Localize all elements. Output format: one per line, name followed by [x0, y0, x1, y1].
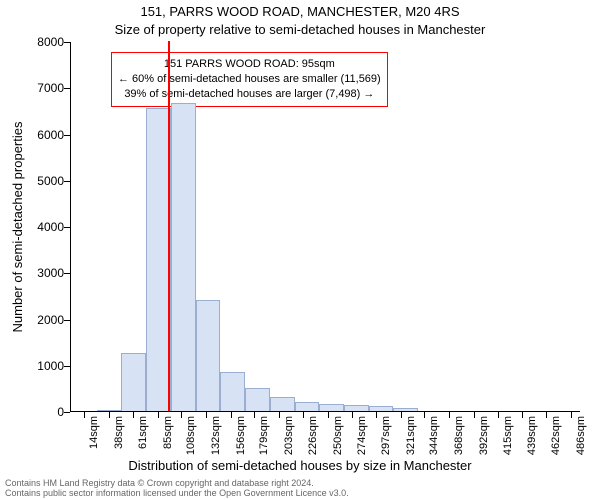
x-tick-mark — [546, 412, 547, 418]
x-tick-mark — [133, 412, 134, 418]
x-tick-label: 250sqm — [332, 416, 344, 466]
x-tick-mark — [303, 412, 304, 418]
y-tick-mark — [64, 181, 70, 182]
histogram-bar — [171, 103, 196, 411]
x-tick-label: 274sqm — [356, 416, 368, 466]
y-tick-label: 3000 — [4, 266, 64, 280]
y-tick-label: 5000 — [4, 174, 64, 188]
x-tick-mark — [498, 412, 499, 418]
y-tick-mark — [64, 135, 70, 136]
y-tick-mark — [64, 273, 70, 274]
x-tick-label: 38sqm — [113, 416, 125, 466]
x-tick-label: 226sqm — [307, 416, 319, 466]
y-tick-mark — [64, 88, 70, 89]
x-tick-label: 61sqm — [137, 416, 149, 466]
x-tick-mark — [158, 412, 159, 418]
property-marker-line — [168, 41, 170, 411]
y-tick-label: 2000 — [4, 313, 64, 327]
y-tick-label: 0 — [4, 405, 64, 419]
x-tick-label: 321sqm — [405, 416, 417, 466]
x-tick-mark — [449, 412, 450, 418]
x-tick-label: 14sqm — [88, 416, 100, 466]
x-tick-label: 203sqm — [283, 416, 295, 466]
chart-title-main: 151, PARRS WOOD ROAD, MANCHESTER, M20 4R… — [0, 4, 600, 19]
x-tick-label: 462sqm — [550, 416, 562, 466]
x-tick-mark — [279, 412, 280, 418]
footer-line2: Contains public sector information licen… — [5, 489, 595, 499]
y-tick-label: 1000 — [4, 359, 64, 373]
histogram-bar — [220, 372, 245, 411]
x-tick-mark — [231, 412, 232, 418]
histogram-bar — [121, 353, 146, 411]
histogram-bar — [196, 300, 221, 411]
x-tick-mark — [352, 412, 353, 418]
y-tick-mark — [64, 320, 70, 321]
x-tick-label: 392sqm — [478, 416, 490, 466]
y-tick-label: 4000 — [4, 220, 64, 234]
x-tick-mark — [571, 412, 572, 418]
x-tick-mark — [376, 412, 377, 418]
plot-area: 151 PARRS WOOD ROAD: 95sqm ← 60% of semi… — [70, 42, 580, 412]
x-tick-mark — [109, 412, 110, 418]
y-tick-mark — [64, 227, 70, 228]
y-tick-label: 6000 — [4, 128, 64, 142]
histogram-bar — [270, 397, 295, 411]
footer-credits: Contains HM Land Registry data © Crown c… — [5, 479, 595, 499]
x-tick-label: 132sqm — [210, 416, 222, 466]
x-tick-label: 156sqm — [235, 416, 247, 466]
x-tick-label: 85sqm — [162, 416, 174, 466]
x-tick-label: 415sqm — [502, 416, 514, 466]
histogram-bar — [245, 388, 270, 411]
x-tick-mark — [181, 412, 182, 418]
x-tick-mark — [328, 412, 329, 418]
y-tick-label: 7000 — [4, 81, 64, 95]
x-tick-mark — [254, 412, 255, 418]
y-tick-mark — [64, 412, 70, 413]
x-tick-label: 486sqm — [575, 416, 587, 466]
histogram-bar — [319, 404, 344, 411]
x-tick-label: 344sqm — [428, 416, 440, 466]
x-tick-mark — [522, 412, 523, 418]
x-tick-mark — [84, 412, 85, 418]
x-tick-label: 179sqm — [258, 416, 270, 466]
infobox-line2: ← 60% of semi-detached houses are smalle… — [118, 72, 381, 87]
y-tick-mark — [64, 42, 70, 43]
histogram-bar — [344, 405, 369, 411]
histogram-bar — [97, 410, 122, 411]
x-tick-label: 368sqm — [453, 416, 465, 466]
x-tick-label: 439sqm — [526, 416, 538, 466]
x-tick-mark — [474, 412, 475, 418]
histogram-bar — [393, 408, 418, 411]
x-tick-label: 108sqm — [185, 416, 197, 466]
chart-container: 151, PARRS WOOD ROAD, MANCHESTER, M20 4R… — [0, 0, 600, 500]
x-tick-label: 297sqm — [380, 416, 392, 466]
marker-infobox: 151 PARRS WOOD ROAD: 95sqm ← 60% of semi… — [111, 52, 388, 107]
chart-title-sub: Size of property relative to semi-detach… — [0, 22, 600, 37]
x-tick-mark — [401, 412, 402, 418]
infobox-line1: 151 PARRS WOOD ROAD: 95sqm — [118, 57, 381, 72]
histogram-bar — [295, 402, 320, 411]
y-tick-mark — [64, 366, 70, 367]
x-tick-mark — [206, 412, 207, 418]
x-tick-mark — [424, 412, 425, 418]
histogram-bar — [369, 406, 394, 411]
infobox-line3: 39% of semi-detached houses are larger (… — [118, 87, 381, 102]
y-tick-label: 8000 — [4, 35, 64, 49]
